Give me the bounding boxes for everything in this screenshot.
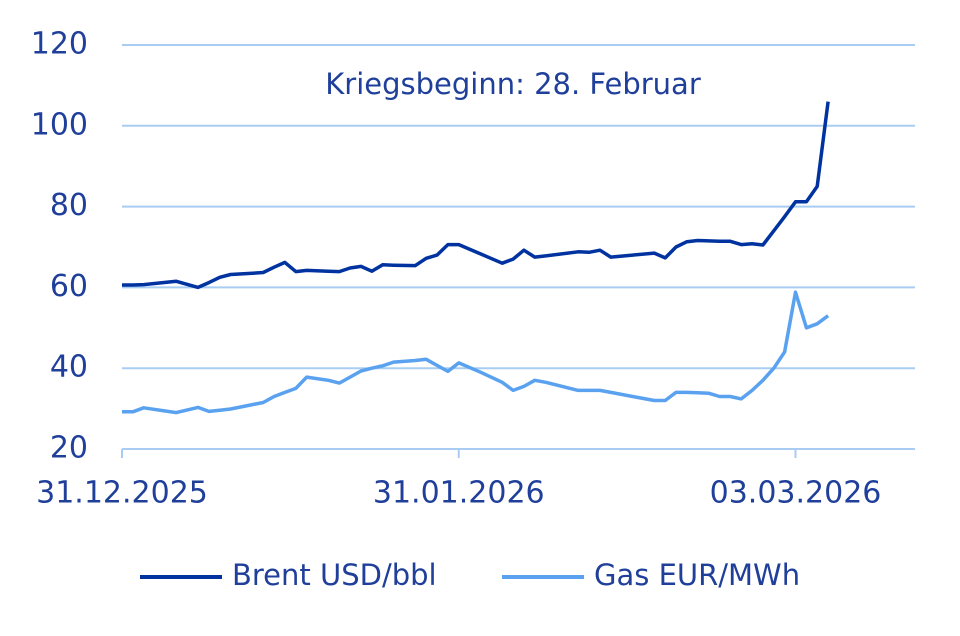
x-tick-label: 31.01.2026 xyxy=(373,476,545,511)
legend-label: Brent USD/bbl xyxy=(232,558,437,592)
y-tick-label: 60 xyxy=(50,269,88,304)
y-tick-label: 20 xyxy=(50,431,88,466)
x-tick-label: 03.03.2026 xyxy=(710,476,882,511)
series-line xyxy=(122,290,830,415)
y-tick-label: 120 xyxy=(31,27,88,62)
series-line xyxy=(122,101,830,290)
y-tick-label: 40 xyxy=(50,350,88,385)
annotation: Kriegsbeginn: 28. Februar xyxy=(325,67,701,101)
x-tick-label: 31.12.2025 xyxy=(36,476,208,511)
legend-label: Gas EUR/MWh xyxy=(594,558,800,592)
y-tick-label: 100 xyxy=(31,107,88,142)
y-tick-label: 80 xyxy=(50,188,88,223)
